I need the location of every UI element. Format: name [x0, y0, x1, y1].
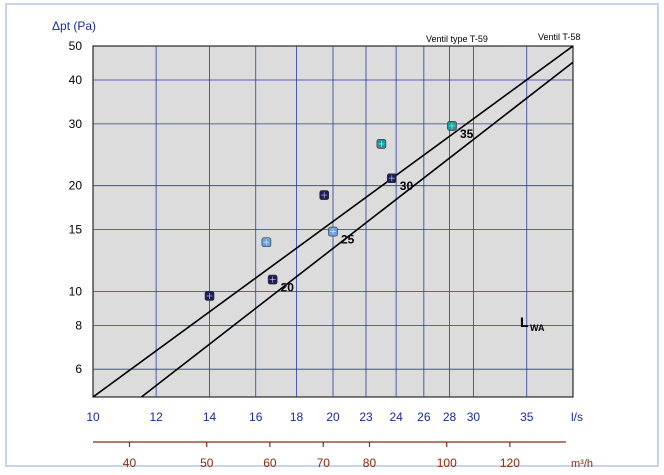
- x-tick-label: 18: [290, 410, 304, 424]
- m3h-axis: 40 50 60 70 80 100 120: [93, 441, 566, 470]
- data-points: 20 25 30 35: [204, 121, 474, 301]
- m3h-tick-label: 120: [500, 456, 520, 470]
- y-tick-label: 8: [75, 318, 82, 332]
- grid: [93, 46, 573, 397]
- y-tick-label: 20: [69, 179, 83, 193]
- x-tick-label: 12: [149, 410, 163, 424]
- data-label: 25: [341, 233, 355, 247]
- m3h-tick-label: 70: [317, 456, 331, 470]
- lwa-annotation: L WA: [520, 314, 545, 333]
- data-label: 35: [460, 127, 474, 141]
- x-tick-label: 30: [467, 410, 481, 424]
- series-lines: [93, 46, 573, 397]
- x-axis-unit-ls: l/s: [571, 410, 583, 424]
- tick-labels: 10 12 14 16 18 20 23 24 26 28 30 35 6 8 10 15 20 30 40 50: [69, 39, 534, 424]
- x-tick-label: 35: [520, 410, 534, 424]
- x-tick-label: 10: [86, 410, 100, 424]
- y-axis-label: Δpt (Pa): [52, 19, 96, 33]
- m3h-tick-label: 80: [363, 456, 377, 470]
- x-tick-label: 23: [359, 410, 373, 424]
- x-axis-unit-m3h: m³/h: [571, 458, 593, 470]
- series-line-0: [93, 46, 573, 397]
- x-tick-label: 24: [389, 410, 403, 424]
- series-label-t59: Ventil type T-59: [426, 34, 488, 44]
- y-tick-label: 10: [69, 284, 83, 298]
- y-tick-label: 40: [69, 73, 83, 87]
- y-tick-label: 15: [69, 223, 83, 237]
- series-label-t58: Ventil T-58: [538, 32, 580, 42]
- m3h-tick-label: 40: [123, 456, 137, 470]
- lwa-main: L: [520, 314, 529, 330]
- y-tick-label: 50: [69, 39, 83, 53]
- data-label: 30: [400, 179, 414, 193]
- data-label: 20: [281, 281, 295, 295]
- y-tick-label: 30: [69, 117, 83, 131]
- series-line-1: [140, 61, 573, 397]
- x-tick-label: 20: [326, 410, 340, 424]
- m3h-tick-label: 60: [263, 456, 277, 470]
- m3h-tick-label: 100: [437, 456, 457, 470]
- y-tick-label: 6: [75, 362, 82, 376]
- lwa-sub: WA: [530, 323, 545, 333]
- x-tick-label: 16: [249, 410, 263, 424]
- x-tick-label: 14: [203, 410, 217, 424]
- m3h-tick-label: 50: [200, 456, 214, 470]
- x-tick-label: 26: [417, 410, 431, 424]
- x-tick-label: 28: [443, 410, 457, 424]
